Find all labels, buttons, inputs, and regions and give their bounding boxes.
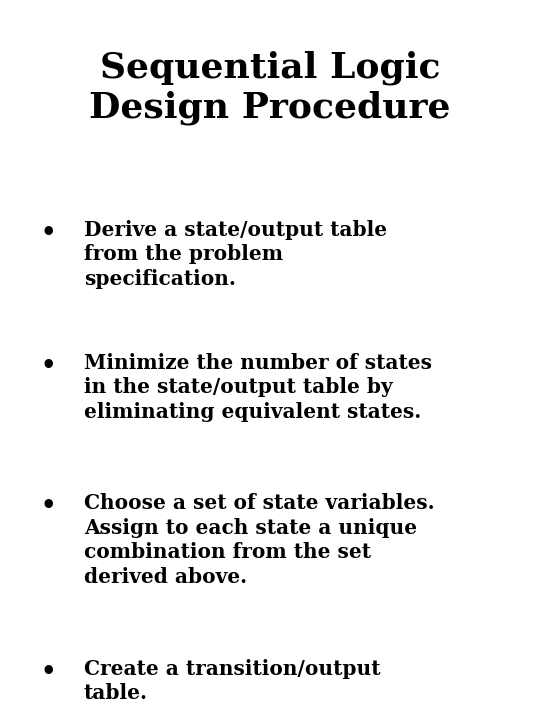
Text: Minimize the number of states
in the state/output table by
eliminating equivalen: Minimize the number of states in the sta…	[84, 353, 431, 422]
Text: •: •	[41, 220, 56, 243]
Text: Choose a set of state variables.
Assign to each state a unique
combination from : Choose a set of state variables. Assign …	[84, 493, 434, 587]
Text: Create a transition/output
table.: Create a transition/output table.	[84, 659, 380, 703]
Text: •: •	[41, 353, 56, 377]
Text: •: •	[41, 493, 56, 517]
Text: •: •	[41, 659, 56, 683]
Text: Derive a state/output table
from the problem
specification.: Derive a state/output table from the pro…	[84, 220, 387, 289]
Text: Sequential Logic
Design Procedure: Sequential Logic Design Procedure	[89, 50, 451, 125]
